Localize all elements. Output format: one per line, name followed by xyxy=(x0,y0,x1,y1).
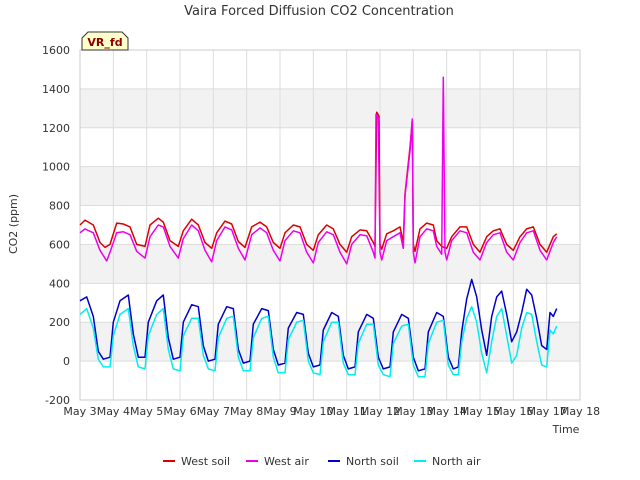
x-tick-label: May 12 xyxy=(360,405,400,418)
plot-band xyxy=(80,322,580,362)
site-tag: VR_fd xyxy=(81,31,129,51)
x-tick-label: May 13 xyxy=(393,405,433,418)
y-tick-label: 1400 xyxy=(42,83,70,96)
series-line-west-air xyxy=(79,76,558,265)
legend-label-north-soil: North soil xyxy=(346,455,399,468)
x-tick-label: May 11 xyxy=(327,405,367,418)
plot-bands xyxy=(80,88,580,362)
x-tick-label: May 7 xyxy=(197,405,230,418)
x-tick-label: May 15 xyxy=(460,405,500,418)
series-line-west-soil xyxy=(79,111,558,253)
legend-label-north-air: North air xyxy=(432,455,481,468)
y-tick-label: 1200 xyxy=(42,122,70,135)
x-tick-label: May 17 xyxy=(527,405,567,418)
x-tick-label: May 5 xyxy=(130,405,163,418)
x-tick-label: May 6 xyxy=(163,405,196,418)
plot-band xyxy=(80,244,580,284)
y-tick-labels: -200 0 200 400 600 800 1000 1200 1400 1600 xyxy=(42,44,70,407)
y-tick-label: 1600 xyxy=(42,44,70,57)
x-axis-label: Time xyxy=(552,423,580,436)
series-line-north-soil xyxy=(79,278,558,372)
y-tick-label: 600 xyxy=(49,238,70,251)
legend: West soil West air North soil North air xyxy=(163,455,481,468)
y-axis-label: CO2 (ppm) xyxy=(7,194,20,254)
y-tick-label: 1000 xyxy=(42,161,70,174)
y-tick-label: 0 xyxy=(63,355,70,368)
x-tick-label: May 8 xyxy=(230,405,263,418)
y-tick-label: 200 xyxy=(49,316,70,329)
legend-label-west-air: West air xyxy=(264,455,309,468)
x-tick-label: May 16 xyxy=(493,405,533,418)
plot-band xyxy=(80,166,580,206)
x-tick-label: May 14 xyxy=(427,405,467,418)
x-tick-label: May 9 xyxy=(263,405,296,418)
series-line-north-air xyxy=(79,305,558,378)
chart-title: Vaira Forced Diffusion CO2 Concentration xyxy=(184,4,454,19)
y-tick-label: -200 xyxy=(45,394,70,407)
x-tick-label: May 18 xyxy=(560,405,600,418)
x-tick-label: May 3 xyxy=(63,405,96,418)
y-tick-label: 800 xyxy=(49,200,70,213)
y-tick-label: 400 xyxy=(49,277,70,290)
site-tag-label: VR_fd xyxy=(87,36,122,49)
legend-label-west-soil: West soil xyxy=(181,455,230,468)
site-tag-box xyxy=(81,31,129,51)
plot-band xyxy=(80,88,580,128)
x-tick-label: May 10 xyxy=(293,405,333,418)
series-layer xyxy=(79,76,558,378)
x-tick-label: May 4 xyxy=(97,405,130,418)
